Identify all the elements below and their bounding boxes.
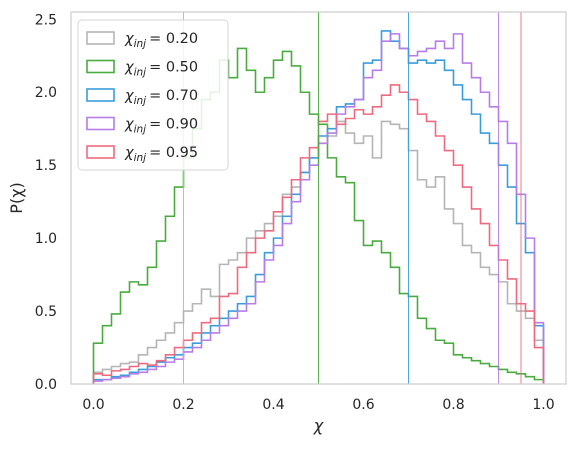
legend-swatch-2 [86,59,115,74]
legend-swatch-3 [86,88,115,102]
legend-label-4: χinj = 0.90 [124,117,198,136]
x-tick-label: 0.8 [442,397,464,413]
legend-label-subscript: inj [134,124,147,136]
legend-label-symbol: χ [124,145,135,161]
legend-label-symbol: χ [124,88,135,104]
legend-label-value: = 0.70 [149,88,198,104]
legend-label-value: = 0.95 [149,145,198,161]
legend-label-1: χinj = 0.20 [124,31,198,50]
y-tick-label: 2.5 [35,12,57,28]
legend-label-3: χinj = 0.70 [124,88,198,107]
plot-area [92,12,545,384]
plot-frame [70,11,567,385]
x-tick-label: 1.0 [532,397,554,413]
legend-label-symbol: χ [124,117,135,133]
x-tick-label: 0.4 [262,397,284,413]
axis-ticks: 0.0 0.2 0.4 0.6 0.8 1.0 0.0 0.5 1.0 1.5 2.0 2.5 [35,12,555,413]
legend-label-subscript: inj [134,38,147,50]
legend-label-symbol: χ [124,31,135,47]
x-tick-label: 0.2 [172,397,194,413]
legend-box [77,19,229,171]
y-axis-label: P(χ) [7,182,26,213]
x-axis-label: χ [313,416,324,435]
x-tick-label: 0.0 [82,397,104,413]
legend-label-symbol: χ [124,60,135,76]
legend-swatch-5 [86,145,115,159]
legend-label-5: χinj = 0.95 [124,145,198,164]
legend-label-subscript: inj [134,152,147,164]
legend-label-value: = 0.20 [149,31,198,47]
y-tick-label: 0.5 [35,304,57,320]
y-tick-label: 0.0 [35,377,57,393]
legend-swatch-4 [86,116,115,131]
legend-label-2: χinj = 0.50 [124,60,198,79]
legend-label-value: = 0.50 [149,60,198,76]
y-tick-label: 1.5 [35,158,57,174]
legend-label-value: = 0.90 [149,117,198,133]
legend-label-subscript: inj [134,95,147,107]
legend-label-subscript: inj [134,67,147,79]
y-tick-label: 1.0 [35,231,57,247]
legend-swatch-1 [86,31,115,45]
x-tick-label: 0.6 [352,397,374,413]
y-tick-label: 2.0 [35,85,57,101]
